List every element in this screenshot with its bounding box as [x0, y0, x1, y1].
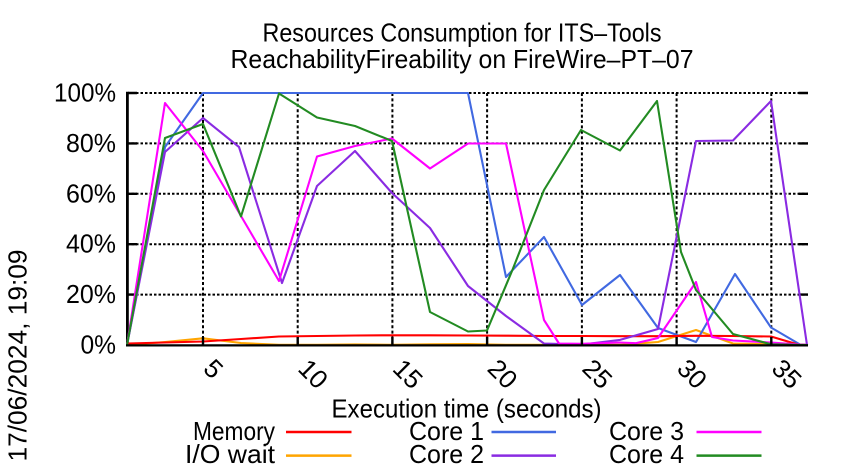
- svg-text:Core 3: Core 3: [609, 416, 684, 446]
- svg-text:17/06/2024, 19:09: 17/06/2024, 19:09: [3, 249, 33, 461]
- svg-text:Execution time (seconds): Execution time (seconds): [332, 394, 602, 424]
- svg-text:20%: 20%: [66, 279, 116, 309]
- svg-text:I/O wait: I/O wait: [185, 439, 276, 469]
- svg-text:Core 1: Core 1: [409, 416, 484, 446]
- svg-text:80%: 80%: [66, 128, 116, 158]
- svg-text:Core 2: Core 2: [409, 439, 484, 469]
- svg-text:ReachabilityFireability on Fir: ReachabilityFireability on FireWire–PT–0…: [231, 44, 694, 74]
- svg-text:0%: 0%: [81, 330, 117, 360]
- svg-text:40%: 40%: [66, 229, 116, 259]
- svg-text:100%: 100%: [54, 78, 116, 108]
- svg-text:Resources Consumption for ITS–: Resources Consumption for ITS–Tools: [263, 18, 662, 48]
- svg-text:Core 4: Core 4: [609, 439, 684, 469]
- svg-text:60%: 60%: [66, 178, 116, 208]
- svg-text:Memory: Memory: [193, 416, 275, 446]
